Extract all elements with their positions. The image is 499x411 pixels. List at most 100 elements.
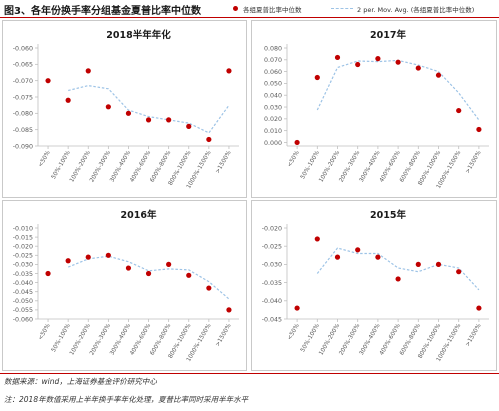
moving-average-line xyxy=(67,255,230,300)
data-point xyxy=(125,265,132,271)
data-point xyxy=(395,59,401,65)
data-point xyxy=(45,270,51,277)
data-point xyxy=(334,254,341,260)
x-tick-label: >1500% xyxy=(215,323,233,348)
y-tick-label: -0.045 xyxy=(13,289,33,296)
y-tick-label: 0.000 xyxy=(264,140,282,147)
panel-frame-2017 xyxy=(251,20,497,198)
chart-title: 2016年 xyxy=(121,209,157,221)
x-tick-label: <50% xyxy=(287,323,301,342)
y-tick-label: -0.020 xyxy=(13,244,33,251)
data-point xyxy=(415,261,421,267)
x-tick-label: <50% xyxy=(38,150,52,169)
x-tick-label: 200%-300% xyxy=(89,323,112,357)
x-tick-label: 100%-200% xyxy=(318,323,341,357)
x-tick-label: 600%-800% xyxy=(399,150,422,184)
y-tick-label: -0.050 xyxy=(13,298,33,305)
data-point xyxy=(294,139,300,146)
data-point xyxy=(186,272,192,278)
chart-title: 2015年 xyxy=(370,209,406,221)
data-point xyxy=(476,305,482,311)
data-point xyxy=(65,258,71,264)
data-point xyxy=(355,247,361,253)
x-tick-label: >1500% xyxy=(465,323,483,348)
y-tick-label: -0.025 xyxy=(13,253,33,260)
data-point xyxy=(166,261,172,267)
x-tick-label: 100%-200% xyxy=(318,150,341,184)
chart-title: 2018半年年化 xyxy=(106,29,171,41)
panel-frame-2018 xyxy=(2,20,247,198)
y-tick-label: -0.045 xyxy=(262,316,282,323)
x-tick-label: 400%-600% xyxy=(379,150,402,184)
y-tick-label: -0.080 xyxy=(13,111,33,118)
y-tick-label: 0.020 xyxy=(264,116,282,123)
data-point xyxy=(45,78,51,84)
data-point xyxy=(206,285,212,291)
data-point xyxy=(314,74,320,81)
y-tick-label: -0.085 xyxy=(13,127,33,134)
x-tick-label: 200%-300% xyxy=(339,150,362,184)
data-point xyxy=(186,123,192,129)
data-point xyxy=(314,236,320,242)
x-tick-label: 300%-400% xyxy=(109,150,132,184)
legend-points-label: 各组夏普比率中位数 xyxy=(243,6,302,14)
data-point xyxy=(476,126,482,133)
x-tick-label: 300%-400% xyxy=(359,150,382,184)
x-tick-label: 200%-300% xyxy=(339,323,362,357)
y-tick-label: -0.020 xyxy=(262,225,282,232)
data-point xyxy=(145,270,152,277)
x-tick-label: 300%-400% xyxy=(109,323,132,357)
y-tick-label: -0.035 xyxy=(13,271,33,278)
x-tick-label: 50%-100% xyxy=(51,150,72,181)
x-tick-label: 600%-800% xyxy=(150,150,173,184)
x-tick-label: >1500% xyxy=(215,150,233,175)
y-tick-label: -0.070 xyxy=(13,78,33,85)
x-tick-label: 300%-400% xyxy=(359,323,382,357)
chart-panel-3: 2015年 -0.020 -0.025 -0.030 -0.035 -0.040 -0.04… xyxy=(262,209,489,363)
y-tick-label: -0.075 xyxy=(13,94,33,101)
y-tick-label: -0.025 xyxy=(262,244,282,251)
moving-average-line xyxy=(316,247,480,291)
x-tick-label: 50%-100% xyxy=(300,323,321,354)
y-tick-label: -0.030 xyxy=(262,262,282,269)
legend-point-marker xyxy=(233,6,238,11)
data-point xyxy=(375,254,381,260)
y-tick-label: -0.010 xyxy=(13,225,33,232)
x-tick-label: 100%-200% xyxy=(69,150,92,184)
data-point xyxy=(105,104,111,110)
y-tick-label: -0.015 xyxy=(13,234,33,241)
data-point xyxy=(456,107,462,114)
data-point xyxy=(435,261,442,267)
y-tick-label: 0.070 xyxy=(264,57,282,64)
y-tick-label: -0.055 xyxy=(13,307,33,314)
data-point xyxy=(105,252,111,258)
data-point xyxy=(375,56,381,62)
y-tick-label: -0.030 xyxy=(13,262,33,269)
x-tick-label: <50% xyxy=(38,323,52,342)
x-tick-label: 100%-200% xyxy=(69,323,92,357)
legend-line-marker xyxy=(331,8,353,9)
y-tick-label: 0.040 xyxy=(264,93,282,100)
x-tick-label: >1500% xyxy=(465,150,483,175)
data-point xyxy=(85,68,91,74)
y-tick-label: 0.080 xyxy=(264,45,282,52)
y-tick-label: -0.040 xyxy=(262,298,282,305)
x-tick-label: 50%-100% xyxy=(51,323,72,354)
y-tick-label: -0.040 xyxy=(13,280,33,287)
data-point xyxy=(435,72,442,78)
source-note: 数据来源：wind，上海证券基金评价研究中心 xyxy=(4,377,157,386)
x-tick-label: 200%-300% xyxy=(89,150,112,184)
figure-header: 图3、各年份换手率分组基金夏普比率中位数 各组夏普比率中位数 2 per. Mo… xyxy=(0,0,499,18)
y-tick-label: -0.065 xyxy=(13,62,33,69)
x-tick-label: 600%-800% xyxy=(399,323,422,357)
data-point xyxy=(415,65,421,71)
data-point xyxy=(355,61,361,68)
data-point xyxy=(395,276,401,282)
x-tick-label: 400%-600% xyxy=(129,150,152,184)
y-tick-label: -0.090 xyxy=(13,143,33,150)
chart-panel-2: 2016年 -0.010 -0.015 -0.020 -0.025 -0.030 -0.03… xyxy=(13,209,239,363)
data-point xyxy=(125,110,132,116)
y-tick-label: 0.010 xyxy=(264,128,282,135)
data-point xyxy=(65,97,71,103)
